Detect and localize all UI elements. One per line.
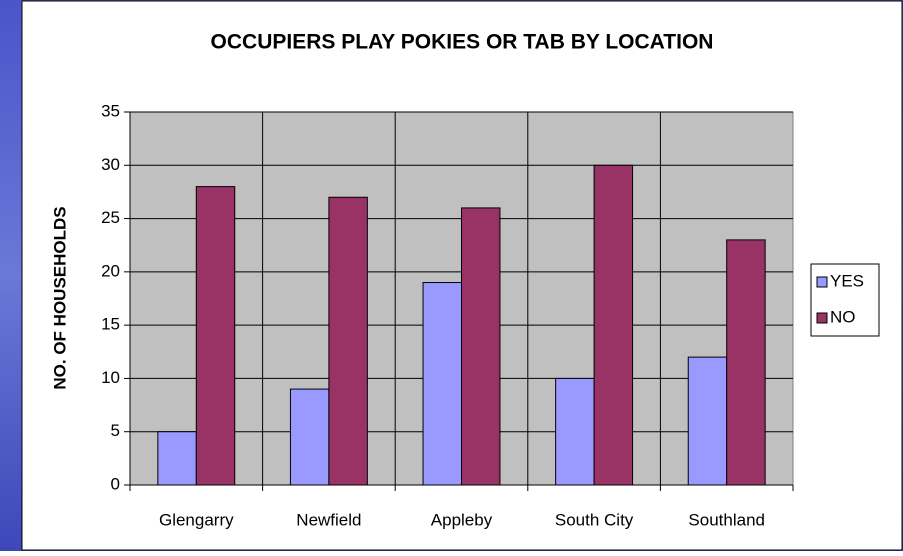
- legend-swatch: [816, 276, 828, 288]
- y-tick-label: 5: [111, 421, 120, 440]
- y-tick-label: 0: [111, 474, 120, 493]
- bar: [555, 377, 595, 486]
- y-tick-label: 20: [101, 261, 120, 280]
- x-tick-label: Newfield: [296, 510, 361, 529]
- bar: [461, 207, 501, 486]
- y-tick-label: 25: [101, 208, 120, 227]
- x-tick-label: Southland: [688, 510, 765, 529]
- x-tick-label: Appleby: [431, 510, 493, 529]
- bar: [726, 239, 766, 486]
- legend-box: [810, 263, 880, 337]
- y-tick-label: 15: [101, 315, 120, 334]
- bar: [687, 356, 728, 486]
- bar: [195, 186, 236, 486]
- y-tick-label: 35: [101, 101, 120, 120]
- bar: [328, 196, 368, 486]
- y-axis-label: NO. OF HOUSEHOLDS: [50, 206, 69, 389]
- bar: [422, 282, 462, 486]
- bar: [593, 164, 634, 486]
- bar: [289, 388, 330, 486]
- y-tick-label: 10: [101, 368, 120, 387]
- x-tick-label: South City: [555, 510, 634, 529]
- chart-title: OCCUPIERS PLAY POKIES OR TAB BY LOCATION: [211, 31, 714, 54]
- legend-label: YES: [830, 271, 864, 290]
- bar: [157, 431, 197, 486]
- x-tick-label: Glengarry: [159, 510, 234, 529]
- y-tick-label: 30: [101, 155, 120, 174]
- legend-swatch: [816, 312, 828, 324]
- legend-label: NO: [830, 307, 856, 326]
